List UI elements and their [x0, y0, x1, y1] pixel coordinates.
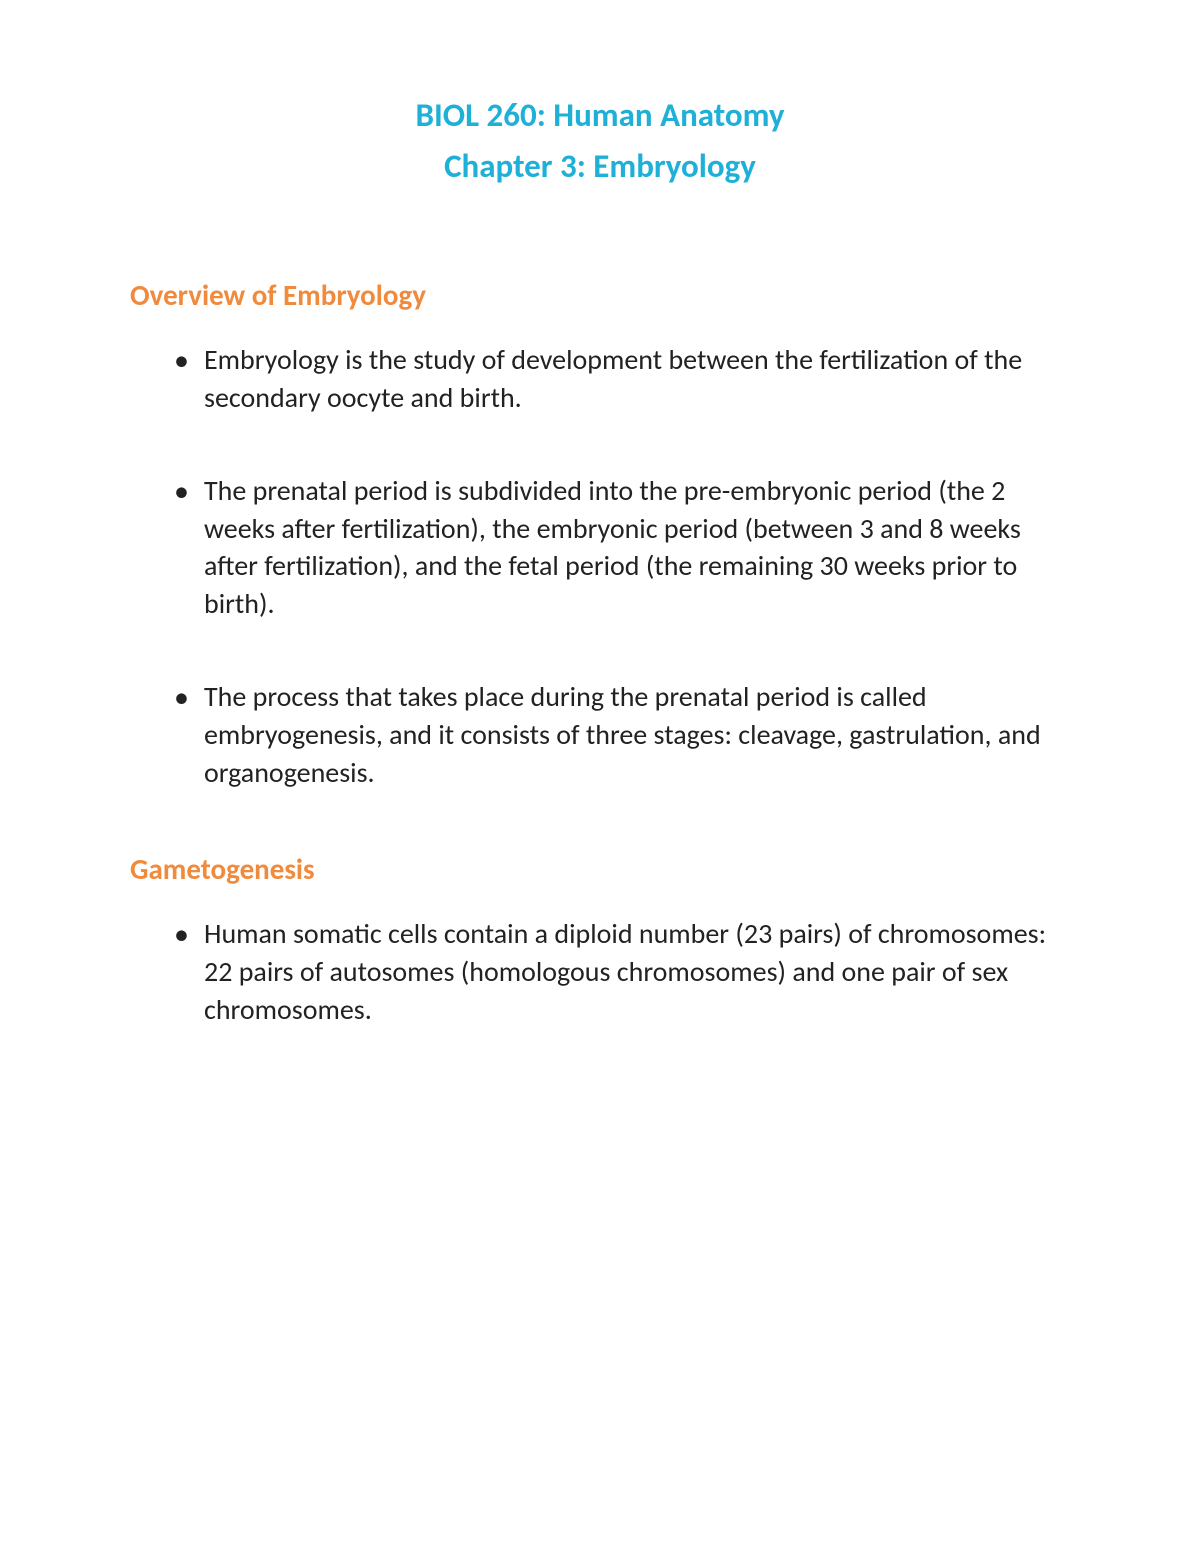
- bullet-list: Human somatic cells contain a diploid nu…: [130, 915, 1070, 1028]
- course-title: BIOL 260: Human Anatomy: [130, 90, 1070, 141]
- section-gametogenesis: Gametogenesis Human somatic cells contai…: [130, 851, 1070, 1028]
- list-item: Embryology is the study of development b…: [174, 341, 1070, 417]
- document-title-block: BIOL 260: Human Anatomy Chapter 3: Embry…: [130, 90, 1070, 192]
- section-heading: Overview of Embryology: [130, 277, 1070, 313]
- list-item: The process that takes place during the …: [174, 678, 1070, 791]
- list-item: Human somatic cells contain a diploid nu…: [174, 915, 1070, 1028]
- chapter-title: Chapter 3: Embryology: [130, 141, 1070, 192]
- section-overview: Overview of Embryology Embryology is the…: [130, 277, 1070, 791]
- list-item: The prenatal period is subdivided into t…: [174, 472, 1070, 623]
- bullet-list: Embryology is the study of development b…: [130, 341, 1070, 791]
- section-heading: Gametogenesis: [130, 851, 1070, 887]
